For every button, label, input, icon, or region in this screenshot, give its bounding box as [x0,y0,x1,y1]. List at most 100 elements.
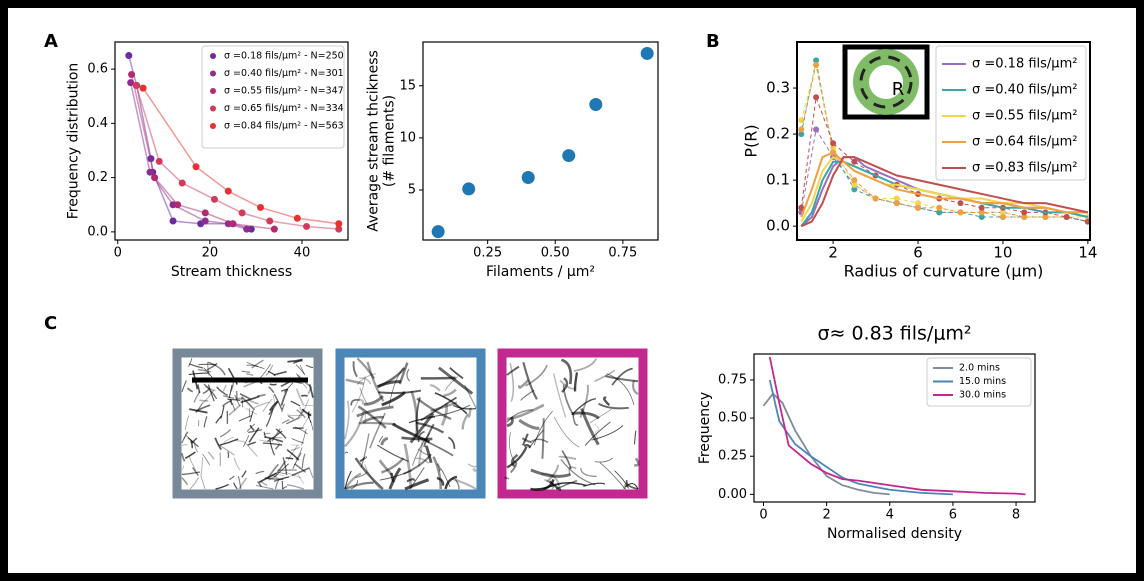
filament [295,364,306,375]
filament [264,435,284,443]
filament [181,431,189,444]
filament [594,431,599,441]
data-point [798,204,805,211]
filament [614,470,629,489]
filament [506,409,534,423]
y-tick-label: 0.00 [718,487,747,502]
filament [625,479,639,490]
filament [424,445,433,464]
filament [606,373,635,406]
filament [358,421,396,426]
filament [293,360,303,364]
filament [222,384,227,392]
x-tick-label: 0 [114,246,122,261]
filament [377,389,422,395]
data-point [210,195,218,203]
filament [376,444,409,462]
filament [296,409,306,419]
filament [249,424,255,431]
filament [287,358,303,363]
filament [245,408,258,415]
legend-label: σ =0.18 fils/μm² - N=250 [224,51,344,62]
legend-label: 15.0 mins [959,376,1006,387]
filament [271,428,281,442]
filament [220,405,225,419]
data-point [798,131,805,138]
filament [404,478,430,491]
data-point [851,181,858,188]
data-point [1063,213,1070,220]
data-point [257,203,265,211]
filament [377,367,406,388]
filament [240,395,260,404]
data-point [243,225,251,233]
filament [440,403,449,426]
data-point [238,209,246,217]
filament [188,358,193,368]
filament [283,382,294,393]
data-point [293,214,301,222]
data-point [936,204,943,211]
filament [275,438,283,447]
filament [228,404,242,416]
filament [344,451,349,454]
filament [369,412,386,449]
filament [603,396,611,407]
filament [572,415,579,426]
series-line [135,85,339,230]
filament [203,416,208,428]
filament [286,449,300,461]
plot-frame [114,41,349,241]
filament [268,386,275,394]
filament [352,361,358,378]
filament [406,478,416,483]
filament [239,393,251,400]
filament [216,386,228,397]
legend-label: σ =0.55 fils/μm² - N=347 [224,86,344,97]
data-point [957,209,964,216]
filament [186,387,194,393]
filament [181,380,187,393]
data-point [813,62,820,69]
data-point [1021,213,1028,220]
data-point [978,204,985,211]
filament [344,400,350,440]
filament [521,433,529,446]
filament [344,411,365,448]
micrographs [172,348,648,499]
filament [434,392,468,415]
filament [355,471,368,479]
filament [248,429,262,434]
filament [506,365,520,376]
filament [529,438,549,444]
y-axis-label: Average stream thcikness [365,50,381,232]
filament [262,442,283,446]
filament [301,408,312,417]
filament [301,429,307,446]
legend-label: σ =0.40 fils/μm² - N=301 [224,68,344,79]
filament [257,393,266,397]
filament [234,439,245,442]
filament [190,440,193,449]
filament [401,436,433,441]
filament [266,463,279,480]
data-point [893,200,900,207]
data-point [893,195,900,202]
filament [429,384,441,392]
filament [233,482,238,490]
micrograph-frame [172,348,323,499]
data-point [999,209,1006,216]
filament [440,468,451,488]
filament [227,398,241,401]
filament [267,370,276,377]
filament [223,395,235,399]
data-point [201,217,209,225]
filament [263,432,271,436]
filament [184,451,196,460]
filament [561,450,572,470]
data-point [562,149,576,163]
x-tick-label: 0 [759,508,767,523]
filament [415,397,421,432]
legend-label: σ =0.55 fils/μm² [972,109,1077,124]
